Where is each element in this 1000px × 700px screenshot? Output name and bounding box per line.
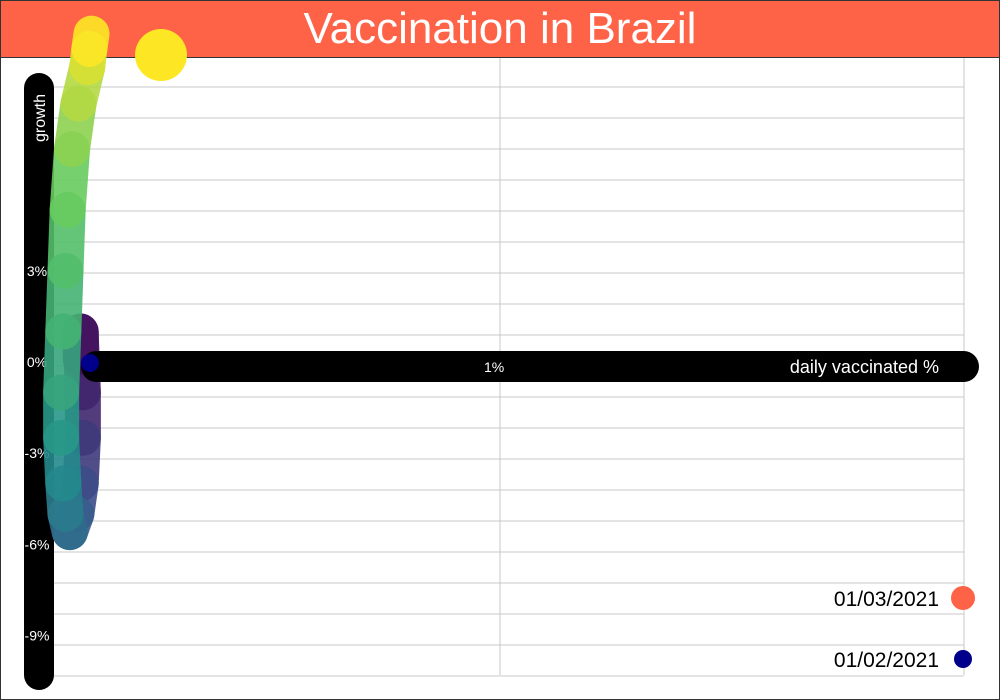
end-point-marker [135,28,187,81]
legend-label: 01/03/2021 [834,588,939,611]
y-tick-label: -9% [25,627,50,643]
y-tick-label: 3% [27,263,47,279]
y-axis-bar [24,73,54,690]
legend-marker [951,586,975,610]
legend-label: 01/02/2021 [834,649,939,672]
trail-segment [71,15,110,67]
start-point-marker [81,354,99,372]
y-tick-label: 0% [27,354,47,370]
chart-title: Vaccination in Brazil [303,4,697,53]
y-tick-label: -3% [25,445,50,461]
x-axis-label: daily vaccinated % [790,357,939,377]
x-axis-bar [81,351,979,382]
x-tick-label: 1% [484,359,504,375]
y-axis-label: growth [32,94,49,142]
y-tick-label: -6% [25,536,50,552]
legend-marker [954,650,972,668]
